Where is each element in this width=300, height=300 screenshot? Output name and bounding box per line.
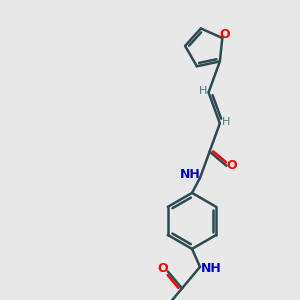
Text: H: H	[198, 86, 207, 96]
Text: H: H	[222, 117, 230, 128]
Text: O: O	[158, 262, 168, 275]
Text: O: O	[226, 159, 237, 172]
Text: NH: NH	[201, 262, 221, 275]
Text: NH: NH	[180, 168, 200, 182]
Text: O: O	[219, 28, 230, 41]
